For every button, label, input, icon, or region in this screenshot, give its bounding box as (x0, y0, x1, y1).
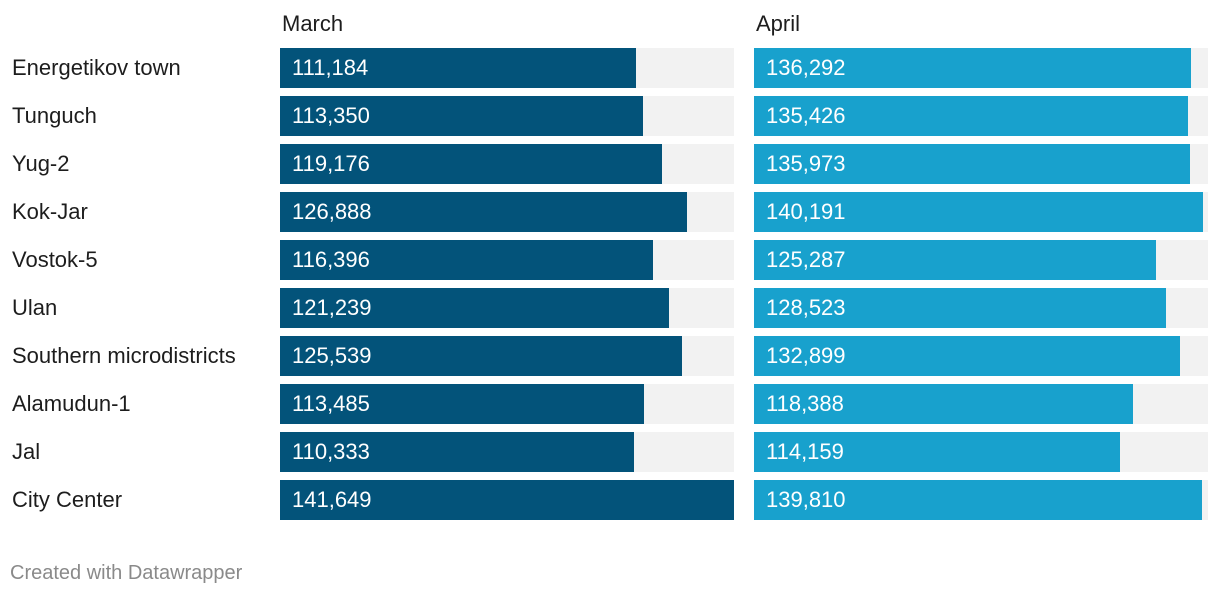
bar-track: 118,388 (754, 384, 1208, 424)
bar-april: 140,191 (754, 192, 1203, 232)
row-label: Ulan (12, 295, 58, 320)
bar-value-label: 113,350 (292, 103, 370, 128)
bar-march: 119,176 (280, 144, 662, 184)
bar-march: 141,649 (280, 480, 734, 520)
bar-value-label: 136,292 (766, 55, 846, 80)
bar-march: 116,396 (280, 240, 653, 280)
bar-value-label: 110,333 (292, 439, 370, 464)
bar-value-label: 141,649 (292, 487, 372, 512)
bar-value-label: 116,396 (292, 247, 370, 272)
bar-march: 113,485 (280, 384, 644, 424)
bar-april: 118,388 (754, 384, 1133, 424)
bar-march: 110,333 (280, 432, 634, 472)
bar-april: 128,523 (754, 288, 1166, 328)
bar-track: 113,350 (280, 96, 734, 136)
bar-value-label: 128,523 (766, 295, 846, 320)
row-label: Yug-2 (12, 151, 70, 176)
bar-april: 125,287 (754, 240, 1156, 280)
bar-value-label: 125,539 (292, 343, 372, 368)
bar-value-label: 126,888 (292, 199, 372, 224)
bar-value-label: 119,176 (292, 151, 370, 176)
bar-value-label: 139,810 (766, 487, 846, 512)
bar-track: 139,810 (754, 480, 1208, 520)
bar-value-label: 125,287 (766, 247, 846, 272)
bar-april: 132,899 (754, 336, 1180, 376)
row-label: Kok-Jar (12, 199, 88, 224)
bar-track: 110,333 (280, 432, 734, 472)
column-title-march: March (282, 11, 344, 36)
bar-track: 140,191 (754, 192, 1208, 232)
bar-value-label: 135,426 (766, 103, 846, 128)
bar-track: 136,292 (754, 48, 1208, 88)
bar-track: 135,426 (754, 96, 1208, 136)
bar-track: 111,184 (280, 48, 734, 88)
bar-track: 128,523 (754, 288, 1208, 328)
bar-march: 121,239 (280, 288, 669, 328)
bar-track: 125,539 (280, 336, 734, 376)
row-label: Vostok-5 (12, 247, 98, 272)
bar-value-label: 140,191 (766, 199, 846, 224)
bar-value-label: 118,388 (766, 391, 844, 416)
bar-april: 139,810 (754, 480, 1202, 520)
row-label: City Center (12, 487, 123, 512)
bar-march: 111,184 (280, 48, 636, 88)
bar-value-label: 114,159 (766, 439, 844, 464)
bar-march: 125,539 (280, 336, 682, 376)
bar-value-label: 111,184 (292, 55, 369, 80)
row-label: Alamudun-1 (12, 391, 131, 416)
row-label: Tunguch (12, 103, 97, 128)
bar-track: 114,159 (754, 432, 1208, 472)
bar-march: 113,350 (280, 96, 643, 136)
row-label: Jal (12, 439, 41, 464)
bar-april: 135,426 (754, 96, 1188, 136)
bar-track: 132,899 (754, 336, 1208, 376)
row-label: Energetikov town (12, 55, 181, 80)
bar-track: 121,239 (280, 288, 734, 328)
column-title-april: April (756, 11, 801, 36)
bar-april: 135,973 (754, 144, 1190, 184)
bar-value-label: 121,239 (292, 295, 372, 320)
bar-april: 136,292 (754, 48, 1191, 88)
bar-track: 116,396 (280, 240, 734, 280)
bar-value-label: 113,485 (292, 391, 370, 416)
bar-track: 141,649 (280, 480, 734, 520)
bar-march: 126,888 (280, 192, 687, 232)
bar-track: 126,888 (280, 192, 734, 232)
bar-value-label: 132,899 (766, 343, 846, 368)
bar-track: 113,485 (280, 384, 734, 424)
row-label: Southern microdistricts (12, 343, 236, 368)
bar-value-label: 135,973 (766, 151, 846, 176)
bar-track: 135,973 (754, 144, 1208, 184)
bar-track: 119,176 (280, 144, 734, 184)
footer-credit: Created with Datawrapper (10, 562, 243, 584)
bar-april: 114,159 (754, 432, 1120, 472)
bar-track: 125,287 (754, 240, 1208, 280)
